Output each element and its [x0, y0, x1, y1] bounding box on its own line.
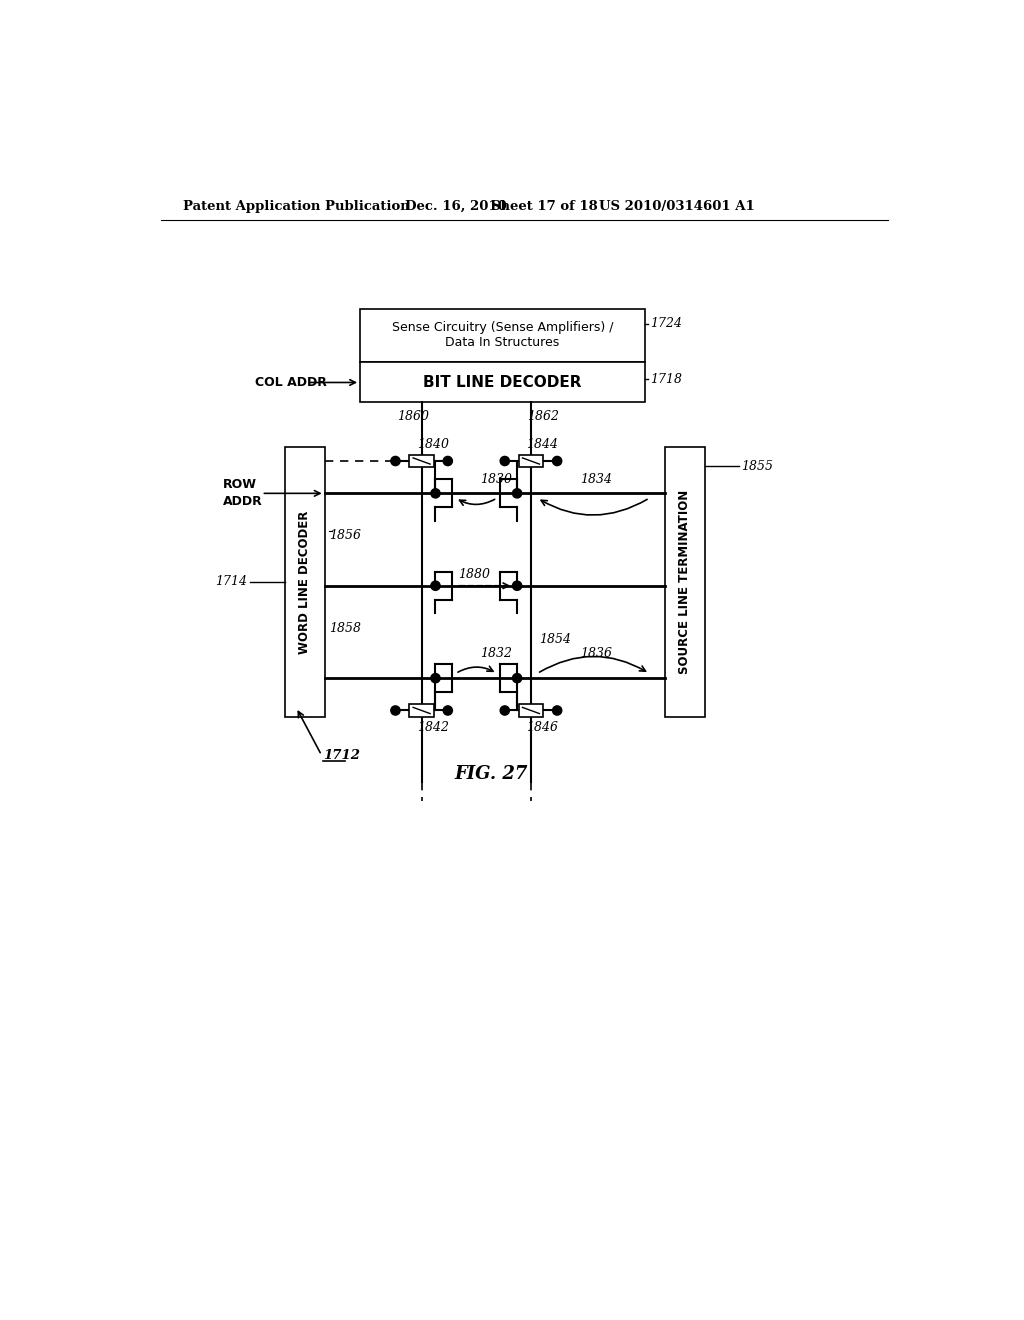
Text: Dec. 16, 2010: Dec. 16, 2010 [404, 199, 507, 213]
Circle shape [553, 706, 562, 715]
Text: ADDR: ADDR [223, 495, 263, 508]
Text: Patent Application Publication: Patent Application Publication [183, 199, 410, 213]
Circle shape [443, 457, 453, 466]
Circle shape [443, 706, 453, 715]
Text: 1854: 1854 [539, 634, 570, 647]
Text: 1830: 1830 [480, 473, 512, 486]
Text: 1840: 1840 [417, 437, 449, 450]
Bar [410, 705, 434, 717]
Bar [360, 363, 645, 403]
Circle shape [431, 488, 440, 498]
Text: 1862: 1862 [527, 409, 559, 422]
Circle shape [391, 457, 400, 466]
Text: 1834: 1834 [581, 473, 612, 486]
Text: 1856: 1856 [330, 529, 361, 543]
Circle shape [553, 457, 562, 466]
Circle shape [431, 673, 440, 682]
Text: 1842: 1842 [417, 721, 449, 734]
Text: SOURCE LINE TERMINATION: SOURCE LINE TERMINATION [679, 490, 691, 675]
Circle shape [512, 488, 521, 498]
Circle shape [512, 673, 521, 682]
Bar [360, 309, 645, 363]
Text: 1836: 1836 [581, 647, 612, 660]
Text: Sheet 17 of 18: Sheet 17 of 18 [490, 199, 598, 213]
Text: 1844: 1844 [526, 437, 558, 450]
Bar [518, 455, 544, 467]
Text: FIG. 27: FIG. 27 [454, 766, 527, 783]
Text: 1855: 1855 [741, 459, 773, 473]
Text: 1880: 1880 [459, 568, 490, 581]
Bar [410, 455, 434, 467]
Text: Sense Circuitry (Sense Amplifiers) /
Data In Structures: Sense Circuitry (Sense Amplifiers) / Dat… [392, 322, 613, 350]
Circle shape [391, 706, 400, 715]
Text: BIT LINE DECODER: BIT LINE DECODER [423, 375, 582, 389]
Text: WORD LINE DECODER: WORD LINE DECODER [298, 511, 311, 653]
Text: 1712: 1712 [323, 748, 360, 762]
Text: 1860: 1860 [397, 409, 429, 422]
Text: COL ADDR: COL ADDR [255, 376, 328, 389]
Text: 1832: 1832 [480, 647, 512, 660]
Circle shape [500, 706, 509, 715]
Text: 1718: 1718 [650, 372, 682, 385]
Bar [518, 705, 544, 717]
Text: 1858: 1858 [330, 622, 361, 635]
Circle shape [431, 581, 440, 590]
Text: 1714: 1714 [215, 576, 247, 589]
Circle shape [512, 581, 521, 590]
Text: ROW: ROW [223, 478, 257, 491]
Text: 1724: 1724 [650, 317, 682, 330]
Text: 1846: 1846 [526, 721, 558, 734]
Text: US 2010/0314601 A1: US 2010/0314601 A1 [599, 199, 755, 213]
Bar [285, 447, 325, 717]
Circle shape [500, 457, 509, 466]
Bar [665, 447, 705, 717]
